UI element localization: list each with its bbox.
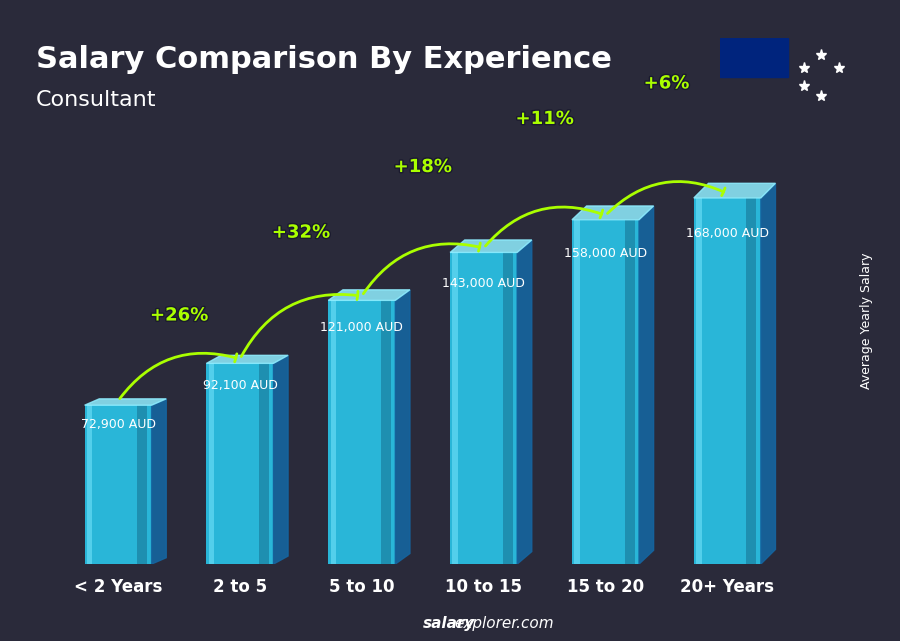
Polygon shape: [518, 240, 532, 564]
Text: +6%: +6%: [644, 74, 689, 92]
Bar: [694, 198, 760, 564]
Bar: [453, 253, 458, 564]
Bar: [503, 253, 513, 564]
Bar: [720, 38, 788, 77]
Text: Average Yearly Salary: Average Yearly Salary: [860, 253, 873, 388]
Text: Salary Comparison By Experience: Salary Comparison By Experience: [36, 45, 612, 74]
Polygon shape: [450, 240, 532, 253]
Text: 158,000 AUD: 158,000 AUD: [564, 247, 647, 260]
Polygon shape: [694, 183, 776, 198]
Polygon shape: [760, 183, 776, 564]
Text: 92,100 AUD: 92,100 AUD: [202, 379, 277, 392]
Bar: [746, 198, 757, 564]
Text: Consultant: Consultant: [36, 90, 157, 110]
Text: 168,000 AUD: 168,000 AUD: [686, 227, 769, 240]
Bar: [137, 405, 148, 564]
Polygon shape: [274, 355, 288, 564]
Text: 72,900 AUD: 72,900 AUD: [81, 418, 156, 431]
Text: +32%: +32%: [272, 224, 330, 242]
Polygon shape: [85, 399, 166, 405]
Polygon shape: [206, 355, 288, 363]
Text: +18%: +18%: [393, 158, 452, 176]
Bar: [450, 253, 518, 564]
Text: salary: salary: [423, 617, 475, 631]
Text: 143,000 AUD: 143,000 AUD: [442, 278, 525, 290]
Polygon shape: [328, 290, 410, 301]
Bar: [328, 301, 395, 564]
Polygon shape: [572, 206, 653, 220]
Bar: [381, 301, 391, 564]
Bar: [87, 405, 93, 564]
Bar: [330, 301, 336, 564]
Text: 121,000 AUD: 121,000 AUD: [320, 322, 403, 335]
Polygon shape: [395, 290, 410, 564]
Polygon shape: [639, 206, 653, 564]
Bar: [85, 405, 151, 564]
Bar: [574, 220, 580, 564]
Bar: [625, 220, 634, 564]
Bar: [209, 363, 214, 564]
Text: explorer.com: explorer.com: [454, 617, 554, 631]
Bar: [259, 363, 269, 564]
Bar: [572, 220, 639, 564]
Bar: [206, 363, 274, 564]
Text: +11%: +11%: [516, 110, 573, 128]
Polygon shape: [151, 399, 166, 564]
Text: +26%: +26%: [150, 306, 208, 324]
Bar: [697, 198, 701, 564]
